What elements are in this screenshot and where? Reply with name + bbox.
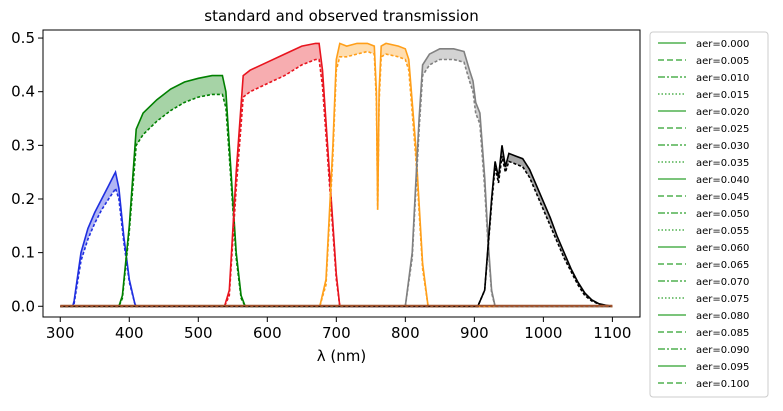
x-tick-label: 600: [253, 324, 282, 342]
legend-label: aer=0.065: [696, 260, 749, 271]
series-line-bottom-0: [60, 186, 613, 308]
legend-label: aer=0.045: [696, 192, 749, 203]
x-tick-label: 700: [322, 324, 351, 342]
legend-label: aer=0.010: [696, 73, 749, 84]
legend-label: aer=0.040: [696, 175, 749, 186]
y-tick-label: 0.5: [11, 29, 35, 47]
legend-label: aer=0.030: [696, 141, 749, 152]
legend-label: aer=0.095: [696, 362, 749, 373]
series-line-bottom-4: [60, 58, 613, 308]
plot-area: [60, 42, 613, 308]
legend-label: aer=0.100: [696, 379, 749, 390]
legend-label: aer=0.050: [696, 209, 749, 220]
legend-label: aer=0.070: [696, 277, 749, 288]
chart-title: standard and observed transmission: [204, 7, 478, 25]
x-tick-label: 900: [460, 324, 489, 342]
legend-label: aer=0.055: [696, 226, 749, 237]
series-line-bottom-5: [60, 155, 613, 308]
legend-label: aer=0.090: [696, 345, 749, 356]
legend-label: aer=0.075: [696, 294, 749, 305]
legend-label: aer=0.060: [696, 243, 749, 254]
y-axis: 0.0 0.1 0.2 0.3 0.4 0.5: [11, 29, 43, 315]
y-tick-label: 0.4: [11, 83, 35, 101]
series-line-top-0: [60, 169, 613, 308]
y-tick-label: 0.0: [11, 297, 35, 315]
legend-label: aer=0.015: [696, 90, 749, 101]
series-band-0: [60, 172, 613, 307]
x-tick-label: 1100: [593, 324, 631, 342]
series-line-bottom-2: [60, 58, 613, 308]
legend-box: [649, 31, 769, 398]
legend-label: aer=0.025: [696, 124, 749, 135]
series-line-bottom-1: [60, 93, 613, 308]
y-tick-label: 0.3: [11, 136, 35, 154]
x-tick-label: 800: [391, 324, 420, 342]
legend-label: aer=0.000: [696, 39, 749, 50]
series-line-top-5: [60, 145, 613, 308]
legend-label: aer=0.005: [696, 56, 749, 67]
legend-label: aer=0.020: [696, 107, 749, 118]
legend: aer=0.000 aer=0.005 aer=0.010 aer=0.015 aer=…: [649, 31, 769, 398]
y-tick-label: 0.1: [11, 244, 35, 262]
x-tick-label: 1000: [524, 324, 562, 342]
legend-label: aer=0.085: [696, 328, 749, 339]
x-axis-title: λ (nm): [317, 347, 366, 365]
x-axis: 300 400 500 600 700 800 900 1000 1100: [46, 317, 631, 342]
x-tick-label: 400: [115, 324, 144, 342]
plot-frame: [42, 29, 641, 318]
legend-label: aer=0.080: [696, 311, 749, 322]
legend-label: aer=0.035: [696, 158, 749, 169]
x-tick-label: 500: [184, 324, 213, 342]
y-tick-label: 0.2: [11, 190, 35, 208]
x-tick-label: 300: [46, 324, 75, 342]
